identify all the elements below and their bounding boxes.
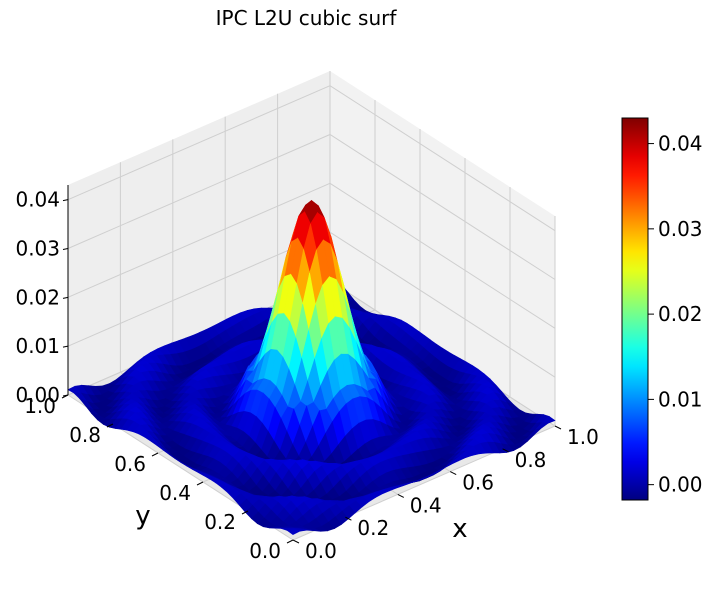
x-tick — [449, 471, 457, 476]
z-tick — [62, 394, 69, 397]
colorbar-tick-label: 0.02 — [658, 302, 703, 326]
z-tick-label: 0.01 — [15, 334, 60, 358]
y-tick — [286, 539, 294, 544]
y-tick — [106, 423, 114, 428]
x-tick-label: 0.0 — [305, 539, 337, 563]
x-tick-label: 0.2 — [357, 516, 389, 540]
x-axis-label: x — [452, 514, 467, 544]
x-tick — [397, 493, 405, 498]
x-tick — [554, 425, 562, 430]
y-tick — [196, 481, 204, 486]
z-tick-label: 0.00 — [15, 383, 60, 407]
grid-line — [67, 231, 556, 378]
colorbar-tick-label: 0.00 — [658, 473, 703, 497]
x-tick — [345, 516, 352, 521]
y-tick-label: 0.0 — [249, 539, 281, 563]
chart-title: IPC L2U cubic surf — [216, 6, 398, 30]
grid-line — [67, 133, 556, 280]
y-tick-label: 0.6 — [114, 452, 146, 476]
y-tick — [151, 452, 159, 457]
z-tick-label: 0.03 — [15, 236, 60, 260]
y-tick-label: 0.2 — [204, 510, 236, 534]
y-tick-label: 0.8 — [69, 423, 101, 447]
x-tick — [292, 539, 300, 544]
x-tick-label: 0.8 — [515, 448, 547, 472]
grid-line — [67, 182, 556, 329]
surface-patch — [286, 528, 301, 535]
x-tick — [502, 448, 509, 453]
x-tick-label: 0.4 — [410, 493, 442, 517]
z-tick — [62, 345, 69, 348]
colorbar-gradient — [621, 117, 649, 501]
y-tick-label: 0.4 — [159, 481, 191, 505]
y-tick-label: 1.0 — [24, 394, 56, 418]
x-tick-label: 0.6 — [462, 471, 494, 495]
colorbar: 0.00 0.01 0.02 0.03 0.04 — [621, 117, 703, 501]
z-tick — [62, 247, 69, 250]
z-tick-label: 0.02 — [15, 285, 60, 309]
surface-plot — [67, 199, 556, 535]
y-tick — [241, 510, 249, 515]
y-axis-label: y — [135, 501, 150, 531]
colorbar-tick-label: 0.01 — [658, 387, 703, 411]
back-pane-y — [68, 71, 330, 395]
z-tick — [62, 296, 69, 299]
grid-line — [67, 85, 556, 232]
x-tick-label: 1.0 — [567, 425, 599, 449]
z-tick — [62, 199, 69, 202]
colorbar-tick-label: 0.03 — [658, 217, 703, 241]
axis-ticks: 0.00.20.40.60.81.00.00.20.40.60.81.00.00… — [15, 185, 599, 563]
colorbar-tick-label: 0.04 — [658, 132, 703, 156]
z-tick-label: 0.04 — [15, 188, 60, 212]
back-pane-x — [330, 71, 555, 426]
